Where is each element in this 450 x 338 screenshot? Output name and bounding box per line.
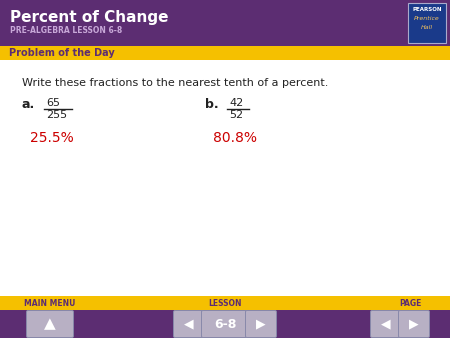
Text: PRE-ALGEBRA LESSON 6-8: PRE-ALGEBRA LESSON 6-8 — [10, 26, 122, 35]
FancyBboxPatch shape — [0, 60, 450, 296]
Text: ◀: ◀ — [184, 317, 194, 331]
Text: ▶: ▶ — [409, 317, 419, 331]
Text: ◀: ◀ — [381, 317, 391, 331]
Text: b.: b. — [205, 98, 219, 111]
FancyBboxPatch shape — [0, 46, 450, 60]
Text: PEARSON: PEARSON — [412, 7, 442, 12]
Text: Percent of Change: Percent of Change — [10, 10, 168, 25]
Text: LESSON: LESSON — [208, 298, 242, 308]
Text: ▶: ▶ — [256, 317, 266, 331]
Text: MAIN MENU: MAIN MENU — [24, 298, 76, 308]
Text: 65: 65 — [46, 98, 60, 108]
Text: 25.5%: 25.5% — [30, 131, 74, 145]
FancyBboxPatch shape — [399, 311, 429, 338]
Text: Write these fractions to the nearest tenth of a percent.: Write these fractions to the nearest ten… — [22, 78, 328, 88]
Text: ▲: ▲ — [44, 316, 56, 332]
FancyBboxPatch shape — [174, 311, 204, 338]
FancyBboxPatch shape — [408, 3, 446, 43]
Text: Prentice: Prentice — [414, 16, 440, 21]
Text: Problem of the Day: Problem of the Day — [9, 48, 115, 58]
FancyBboxPatch shape — [0, 0, 450, 46]
Text: 52: 52 — [229, 110, 243, 120]
Text: PAGE: PAGE — [399, 298, 421, 308]
Text: 6-8: 6-8 — [214, 317, 236, 331]
Text: 80.8%: 80.8% — [213, 131, 257, 145]
FancyBboxPatch shape — [0, 310, 450, 338]
Text: 42: 42 — [229, 98, 243, 108]
Text: Hall: Hall — [421, 25, 433, 30]
FancyBboxPatch shape — [370, 311, 401, 338]
FancyBboxPatch shape — [202, 311, 248, 338]
FancyBboxPatch shape — [0, 296, 450, 310]
FancyBboxPatch shape — [246, 311, 276, 338]
Text: a.: a. — [22, 98, 35, 111]
FancyBboxPatch shape — [27, 311, 73, 338]
Text: 255: 255 — [46, 110, 67, 120]
